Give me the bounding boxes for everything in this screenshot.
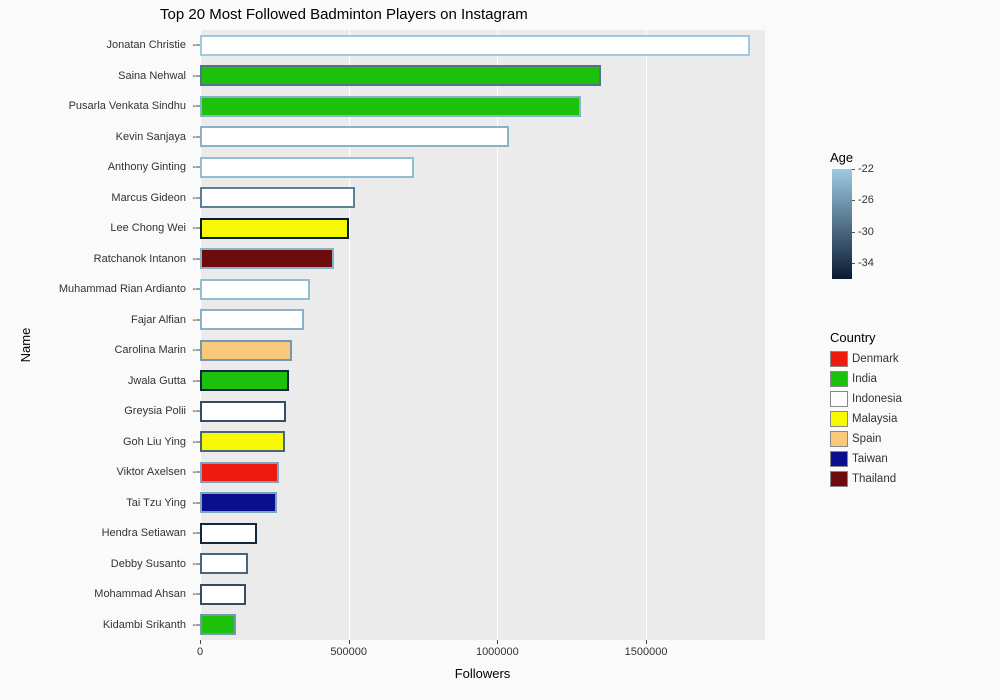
- y-tick-label: Muhammad Rian Ardianto: [59, 283, 186, 295]
- bar: [200, 431, 285, 452]
- legend-label: Malaysia: [852, 413, 897, 425]
- age-tick-label: -30: [858, 226, 874, 238]
- bar: [200, 248, 334, 269]
- legend-item: India: [830, 369, 902, 389]
- x-tick-label: 500000: [330, 646, 367, 658]
- y-tick-label: Carolina Marin: [114, 344, 186, 356]
- age-tick-label: -22: [858, 163, 874, 175]
- y-tick-label: Jonatan Christie: [107, 39, 187, 51]
- x-tick: [497, 640, 498, 644]
- y-tick-label: Marcus Gideon: [111, 192, 186, 204]
- y-tick-label: Lee Chong Wei: [110, 222, 186, 234]
- y-tick-label: Kidambi Srikanth: [103, 619, 186, 631]
- y-tick-label: Jwala Gutta: [128, 375, 186, 387]
- y-tick-label: Greysia Polii: [124, 405, 186, 417]
- y-labels: Jonatan Christie-Saina Nehwal-Pusarla Ve…: [0, 30, 186, 640]
- grid-line: [200, 30, 201, 640]
- y-tick-label: Debby Susanto: [111, 558, 186, 570]
- y-tick-label: Tai Tzu Ying: [126, 497, 186, 509]
- bar: [200, 126, 509, 147]
- bar: [200, 492, 277, 513]
- age-tick-label: -34: [858, 257, 874, 269]
- bar: [200, 523, 257, 544]
- grid-line: [497, 30, 498, 640]
- age-gradient: -22-26-30-34: [832, 169, 852, 279]
- bar: [200, 187, 355, 208]
- legend-label: Indonesia: [852, 393, 902, 405]
- x-tick-label: 1000000: [476, 646, 519, 658]
- y-tick-label: Goh Liu Ying: [123, 436, 186, 448]
- grid-line: [349, 30, 350, 640]
- y-tick-label: Viktor Axelsen: [116, 466, 186, 478]
- bar: [200, 462, 279, 483]
- bar: [200, 584, 246, 605]
- y-tick-label: Hendra Setiawan: [102, 527, 186, 539]
- y-tick-label: Fajar Alfian: [131, 314, 186, 326]
- legend-swatch: [830, 351, 848, 367]
- chart-container: Top 20 Most Followed Badminton Players o…: [0, 0, 780, 700]
- age-tick: [852, 200, 855, 201]
- legend-swatch: [830, 431, 848, 447]
- legend-swatch: [830, 451, 848, 467]
- legend-swatch: [830, 471, 848, 487]
- grid-line: [646, 30, 647, 640]
- age-tick: [852, 169, 855, 170]
- bar: [200, 401, 286, 422]
- legend-country-title: Country: [830, 330, 902, 345]
- legend-swatch: [830, 411, 848, 427]
- x-tick-label: 1500000: [625, 646, 668, 658]
- legend-country-items: Denmark India Indonesia Malaysia Spain Taiwan…: [830, 349, 902, 489]
- legend-item: Thailand: [830, 469, 902, 489]
- legend-label: Thailand: [852, 473, 896, 485]
- x-tick: [646, 640, 647, 644]
- legend-item: Indonesia: [830, 389, 902, 409]
- chart-title: Top 20 Most Followed Badminton Players o…: [160, 6, 528, 23]
- legend-age-title: Age: [830, 150, 853, 165]
- bar: [200, 65, 601, 86]
- plot-area: [200, 30, 765, 640]
- y-tick-label: Saina Nehwal: [118, 70, 186, 82]
- y-tick-label: Anthony Ginting: [108, 161, 186, 173]
- legend-country: Country Denmark India Indonesia Malaysia Spa…: [830, 330, 902, 489]
- bar: [200, 218, 349, 239]
- bar: [200, 35, 750, 56]
- legend-swatch: [830, 391, 848, 407]
- legend-label: Denmark: [852, 353, 899, 365]
- legend-age: Age -22-26-30-34: [830, 150, 853, 279]
- bar: [200, 279, 310, 300]
- bar: [200, 370, 289, 391]
- age-tick: [852, 263, 855, 264]
- y-tick-label: Mohammad Ahsan: [94, 588, 186, 600]
- x-axis-title: Followers: [455, 666, 511, 681]
- bar: [200, 340, 292, 361]
- y-tick-label: Pusarla Venkata Sindhu: [69, 100, 186, 112]
- y-tick-label: Kevin Sanjaya: [116, 131, 186, 143]
- legend-swatch: [830, 371, 848, 387]
- legend-label: Taiwan: [852, 453, 888, 465]
- legend-label: Spain: [852, 433, 881, 445]
- legend-label: India: [852, 373, 877, 385]
- x-tick: [349, 640, 350, 644]
- legend-item: Malaysia: [830, 409, 902, 429]
- bar: [200, 614, 236, 635]
- x-tick-label: 0: [197, 646, 203, 658]
- legend-item: Taiwan: [830, 449, 902, 469]
- age-tick-label: -26: [858, 194, 874, 206]
- x-tick: [200, 640, 201, 644]
- legend-item: Spain: [830, 429, 902, 449]
- bar: [200, 96, 581, 117]
- age-tick: [852, 232, 855, 233]
- bar: [200, 309, 304, 330]
- y-tick-label: Ratchanok Intanon: [94, 253, 186, 265]
- bar: [200, 157, 414, 178]
- legend-item: Denmark: [830, 349, 902, 369]
- bar: [200, 553, 248, 574]
